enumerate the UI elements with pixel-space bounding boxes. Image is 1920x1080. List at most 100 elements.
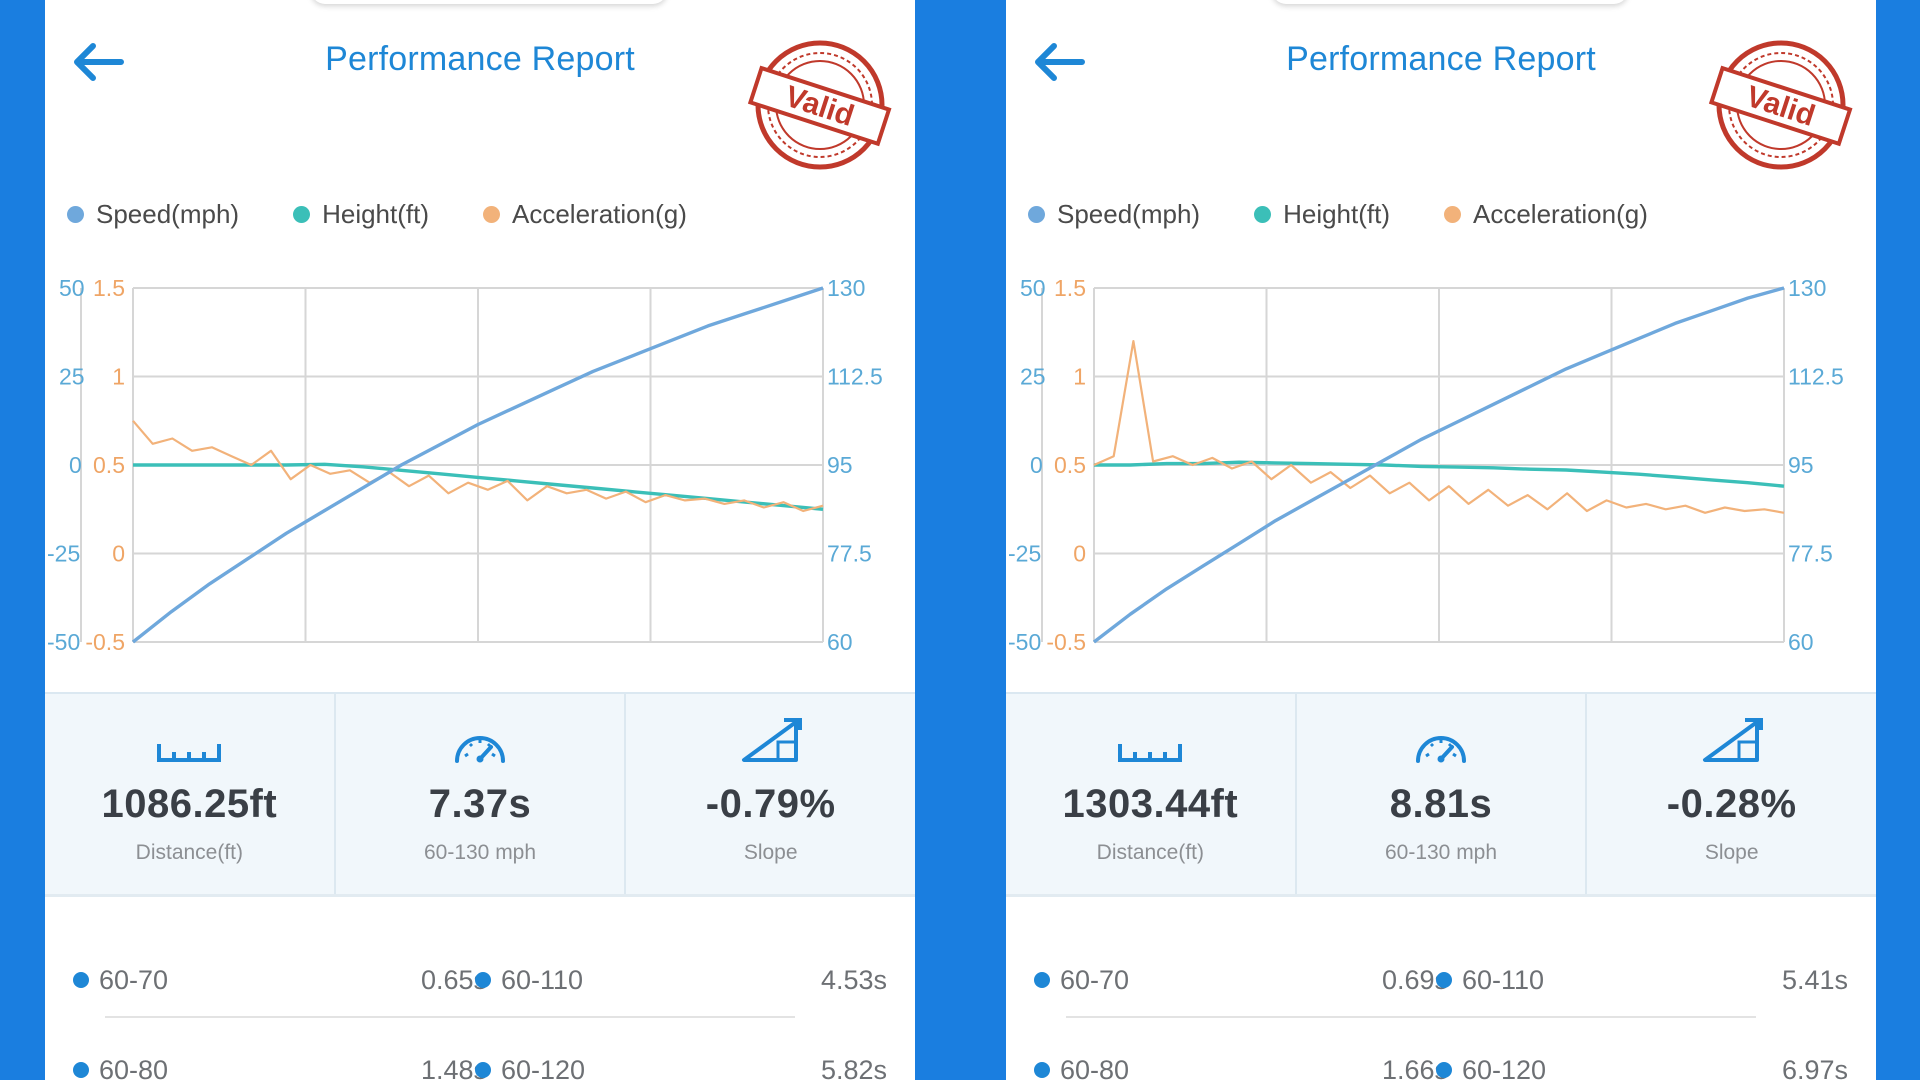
split-dot bbox=[1034, 972, 1050, 988]
stat-value: 8.81s bbox=[1389, 782, 1493, 826]
legend-dot bbox=[483, 205, 500, 223]
split-range: 60-110 bbox=[1462, 965, 1545, 995]
speed-tick-label: 130 bbox=[1788, 275, 1826, 301]
accel-tick-label: 0 bbox=[112, 541, 125, 567]
accel-tick-label: 1 bbox=[112, 364, 125, 390]
accel-tick-label: 1 bbox=[1073, 364, 1086, 390]
device-notch bbox=[1272, 0, 1628, 4]
split-time: 6.97s bbox=[1781, 1055, 1848, 1080]
stat-value: -0.79% bbox=[705, 782, 836, 826]
speed-tick-label: 112.5 bbox=[1788, 364, 1844, 390]
split-time: 0.69s bbox=[1381, 965, 1448, 995]
split-row: 60-70 0.69s 60-110 5.41s bbox=[1006, 960, 1876, 1000]
split-range: 60-120 bbox=[1462, 1055, 1547, 1080]
split-time: 1.66s bbox=[1381, 1055, 1448, 1080]
split-time: 5.82s bbox=[820, 1055, 887, 1080]
stats-bar: 1303.44ft Distance(ft) 8.81s 60-130 mph bbox=[1006, 692, 1876, 897]
performance-chart: 50 25 0 -25 -50 1.5 1 0.5 0 -0.5 130 112.5 95 77.5 60 bbox=[1006, 252, 1876, 672]
report-panel-left: Performance Report Valid Speed(mph) Heig… bbox=[45, 0, 915, 1080]
speedometer-icon bbox=[455, 736, 505, 763]
stat-value: -0.28% bbox=[1666, 782, 1797, 826]
split-time: 5.41s bbox=[1781, 965, 1848, 995]
speed-tick-label: 77.5 bbox=[1788, 541, 1833, 567]
legend-speed: Speed(mph) bbox=[1028, 199, 1200, 230]
split-range: 60-120 bbox=[501, 1055, 586, 1080]
stat-label: Slope bbox=[743, 841, 798, 864]
page-title: Performance Report bbox=[325, 40, 635, 78]
legend-dot bbox=[1444, 205, 1461, 223]
accel-tick-label: 0 bbox=[1073, 541, 1086, 567]
chart-svg: 50 25 0 -25 -50 1.5 1 0.5 0 -0.5 130 112.5 95 77.5 60 bbox=[1008, 275, 1844, 655]
height-tick-label: 25 bbox=[1020, 364, 1046, 390]
arrow-left-icon bbox=[74, 43, 124, 81]
slope-icon bbox=[741, 718, 802, 762]
split-range: 60-110 bbox=[501, 965, 584, 995]
split-dot bbox=[1436, 972, 1452, 988]
split-range: 60-80 bbox=[1060, 1055, 1130, 1080]
stat-slope: -0.28% Slope bbox=[1587, 694, 1876, 894]
accel-tick-label: -0.5 bbox=[1046, 629, 1086, 655]
report-panel-right: Performance Report Valid Speed(mph) Heig… bbox=[1006, 0, 1876, 1080]
height-tick-label: 50 bbox=[59, 275, 85, 301]
speed-tick-label: 77.5 bbox=[827, 541, 872, 567]
stat-distance: 1086.25ft Distance(ft) bbox=[45, 694, 336, 894]
stat-value: 7.37s bbox=[428, 782, 532, 826]
legend-label: Acceleration(g) bbox=[1473, 198, 1648, 229]
ruler-icon bbox=[157, 744, 222, 762]
stat-slope: -0.79% Slope bbox=[626, 694, 915, 894]
speed-tick-label: 95 bbox=[827, 452, 853, 478]
slope-icon bbox=[1702, 718, 1763, 762]
stat-value: 1303.44ft bbox=[1062, 782, 1239, 826]
split-time: 0.65s bbox=[420, 965, 487, 995]
legend-label: Acceleration(g) bbox=[512, 198, 687, 229]
split-dot bbox=[475, 972, 491, 988]
height-tick-label: 0 bbox=[1030, 452, 1043, 478]
legend-acceleration: Acceleration(g) bbox=[1444, 199, 1648, 230]
page-title: Performance Report bbox=[1286, 40, 1596, 78]
performance-chart: 50 25 0 -25 -50 1.5 1 0.5 0 -0.5 130 112.5 95 77.5 60 bbox=[45, 252, 915, 672]
accel-tick-label: 1.5 bbox=[1054, 275, 1086, 301]
device-notch bbox=[311, 0, 667, 4]
stat-label: 60-130 mph bbox=[1384, 841, 1498, 864]
legend-label: Speed(mph) bbox=[96, 198, 240, 229]
legend-dot bbox=[67, 205, 84, 223]
legend-label: Height(ft) bbox=[1283, 198, 1390, 229]
accel-tick-label: 0.5 bbox=[93, 452, 125, 478]
back-button[interactable] bbox=[65, 30, 129, 94]
chart-legend: Speed(mph) Height(ft) Acceleration(g) bbox=[67, 198, 741, 230]
split-divider bbox=[105, 1016, 795, 1018]
split-time: 4.53s bbox=[820, 965, 887, 995]
legend-speed: Speed(mph) bbox=[67, 199, 239, 230]
split-row: 60-70 0.65s 60-110 4.53s bbox=[45, 960, 915, 1000]
legend-label: Height(ft) bbox=[322, 198, 429, 229]
height-tick-label: -50 bbox=[47, 629, 80, 655]
split-range: 60-70 bbox=[99, 965, 169, 995]
stat-label: Distance(ft) bbox=[135, 841, 244, 864]
height-tick-label: 50 bbox=[1020, 275, 1046, 301]
split-range: 60-80 bbox=[99, 1055, 169, 1080]
split-dot bbox=[1034, 1062, 1050, 1078]
speed-tick-label: 112.5 bbox=[827, 364, 883, 390]
chart-svg: 50 25 0 -25 -50 1.5 1 0.5 0 -0.5 130 112.5 95 77.5 60 bbox=[47, 275, 883, 655]
stat-label: Slope bbox=[1704, 841, 1759, 864]
height-tick-label: 0 bbox=[69, 452, 82, 478]
back-button[interactable] bbox=[1026, 30, 1090, 94]
height-series-line bbox=[1094, 460, 1785, 488]
accel-series-line bbox=[1093, 339, 1785, 514]
legend-dot bbox=[293, 205, 311, 223]
stat-time: 8.81s 60-130 mph bbox=[1297, 694, 1588, 894]
speed-tick-label: 130 bbox=[827, 275, 865, 301]
split-dot bbox=[475, 1062, 491, 1078]
split-row: 60-80 1.48s 60-120 5.82s bbox=[45, 1050, 915, 1080]
stats-bar: 1086.25ft Distance(ft) 7.37s 60-130 mph bbox=[45, 692, 915, 897]
speed-series-line bbox=[1092, 286, 1785, 644]
valid-stamp-icon: Valid bbox=[747, 40, 892, 170]
stat-label: Distance(ft) bbox=[1096, 841, 1205, 864]
split-divider bbox=[1066, 1016, 1756, 1018]
legend-height: Height(ft) bbox=[1254, 199, 1390, 230]
height-tick-label: -25 bbox=[1008, 541, 1041, 567]
split-dot bbox=[73, 972, 89, 988]
legend-height: Height(ft) bbox=[293, 199, 429, 230]
ruler-icon bbox=[1118, 744, 1183, 762]
height-tick-label: -25 bbox=[47, 541, 80, 567]
